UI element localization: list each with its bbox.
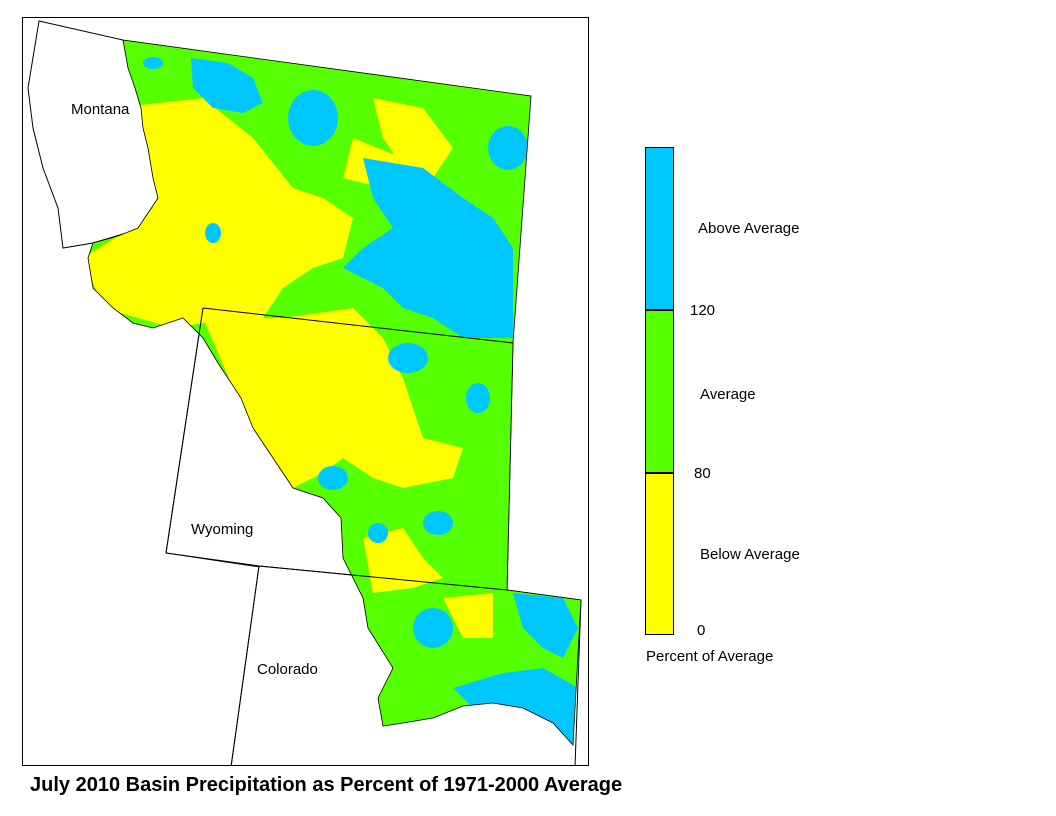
basin-outline [87,39,582,746]
below-average-regions [88,98,493,638]
legend-swatch-below [645,473,674,635]
state-label-wyoming: Wyoming [191,521,253,538]
map-frame: Montana Wyoming Colorado [22,17,589,766]
legend-label-below: Below Average [700,546,800,563]
legend-break-80: 80 [694,465,711,482]
page-title: July 2010 Basin Precipitation as Percent… [30,774,623,796]
legend-break-0: 0 [697,622,706,639]
basin-map: Montana Wyoming Colorado [27,20,582,765]
legend-label-above: Above Average [698,220,800,237]
legend-swatch-above [645,147,674,310]
state-label-montana: Montana [71,101,130,118]
legend-label-average: Average [700,386,756,403]
state-label-colorado: Colorado [257,661,318,678]
legend-title: Percent of Average [646,648,774,665]
state-boundary-lines [165,307,514,765]
legend-break-120: 120 [690,302,716,319]
legend-swatch-average [645,310,674,473]
